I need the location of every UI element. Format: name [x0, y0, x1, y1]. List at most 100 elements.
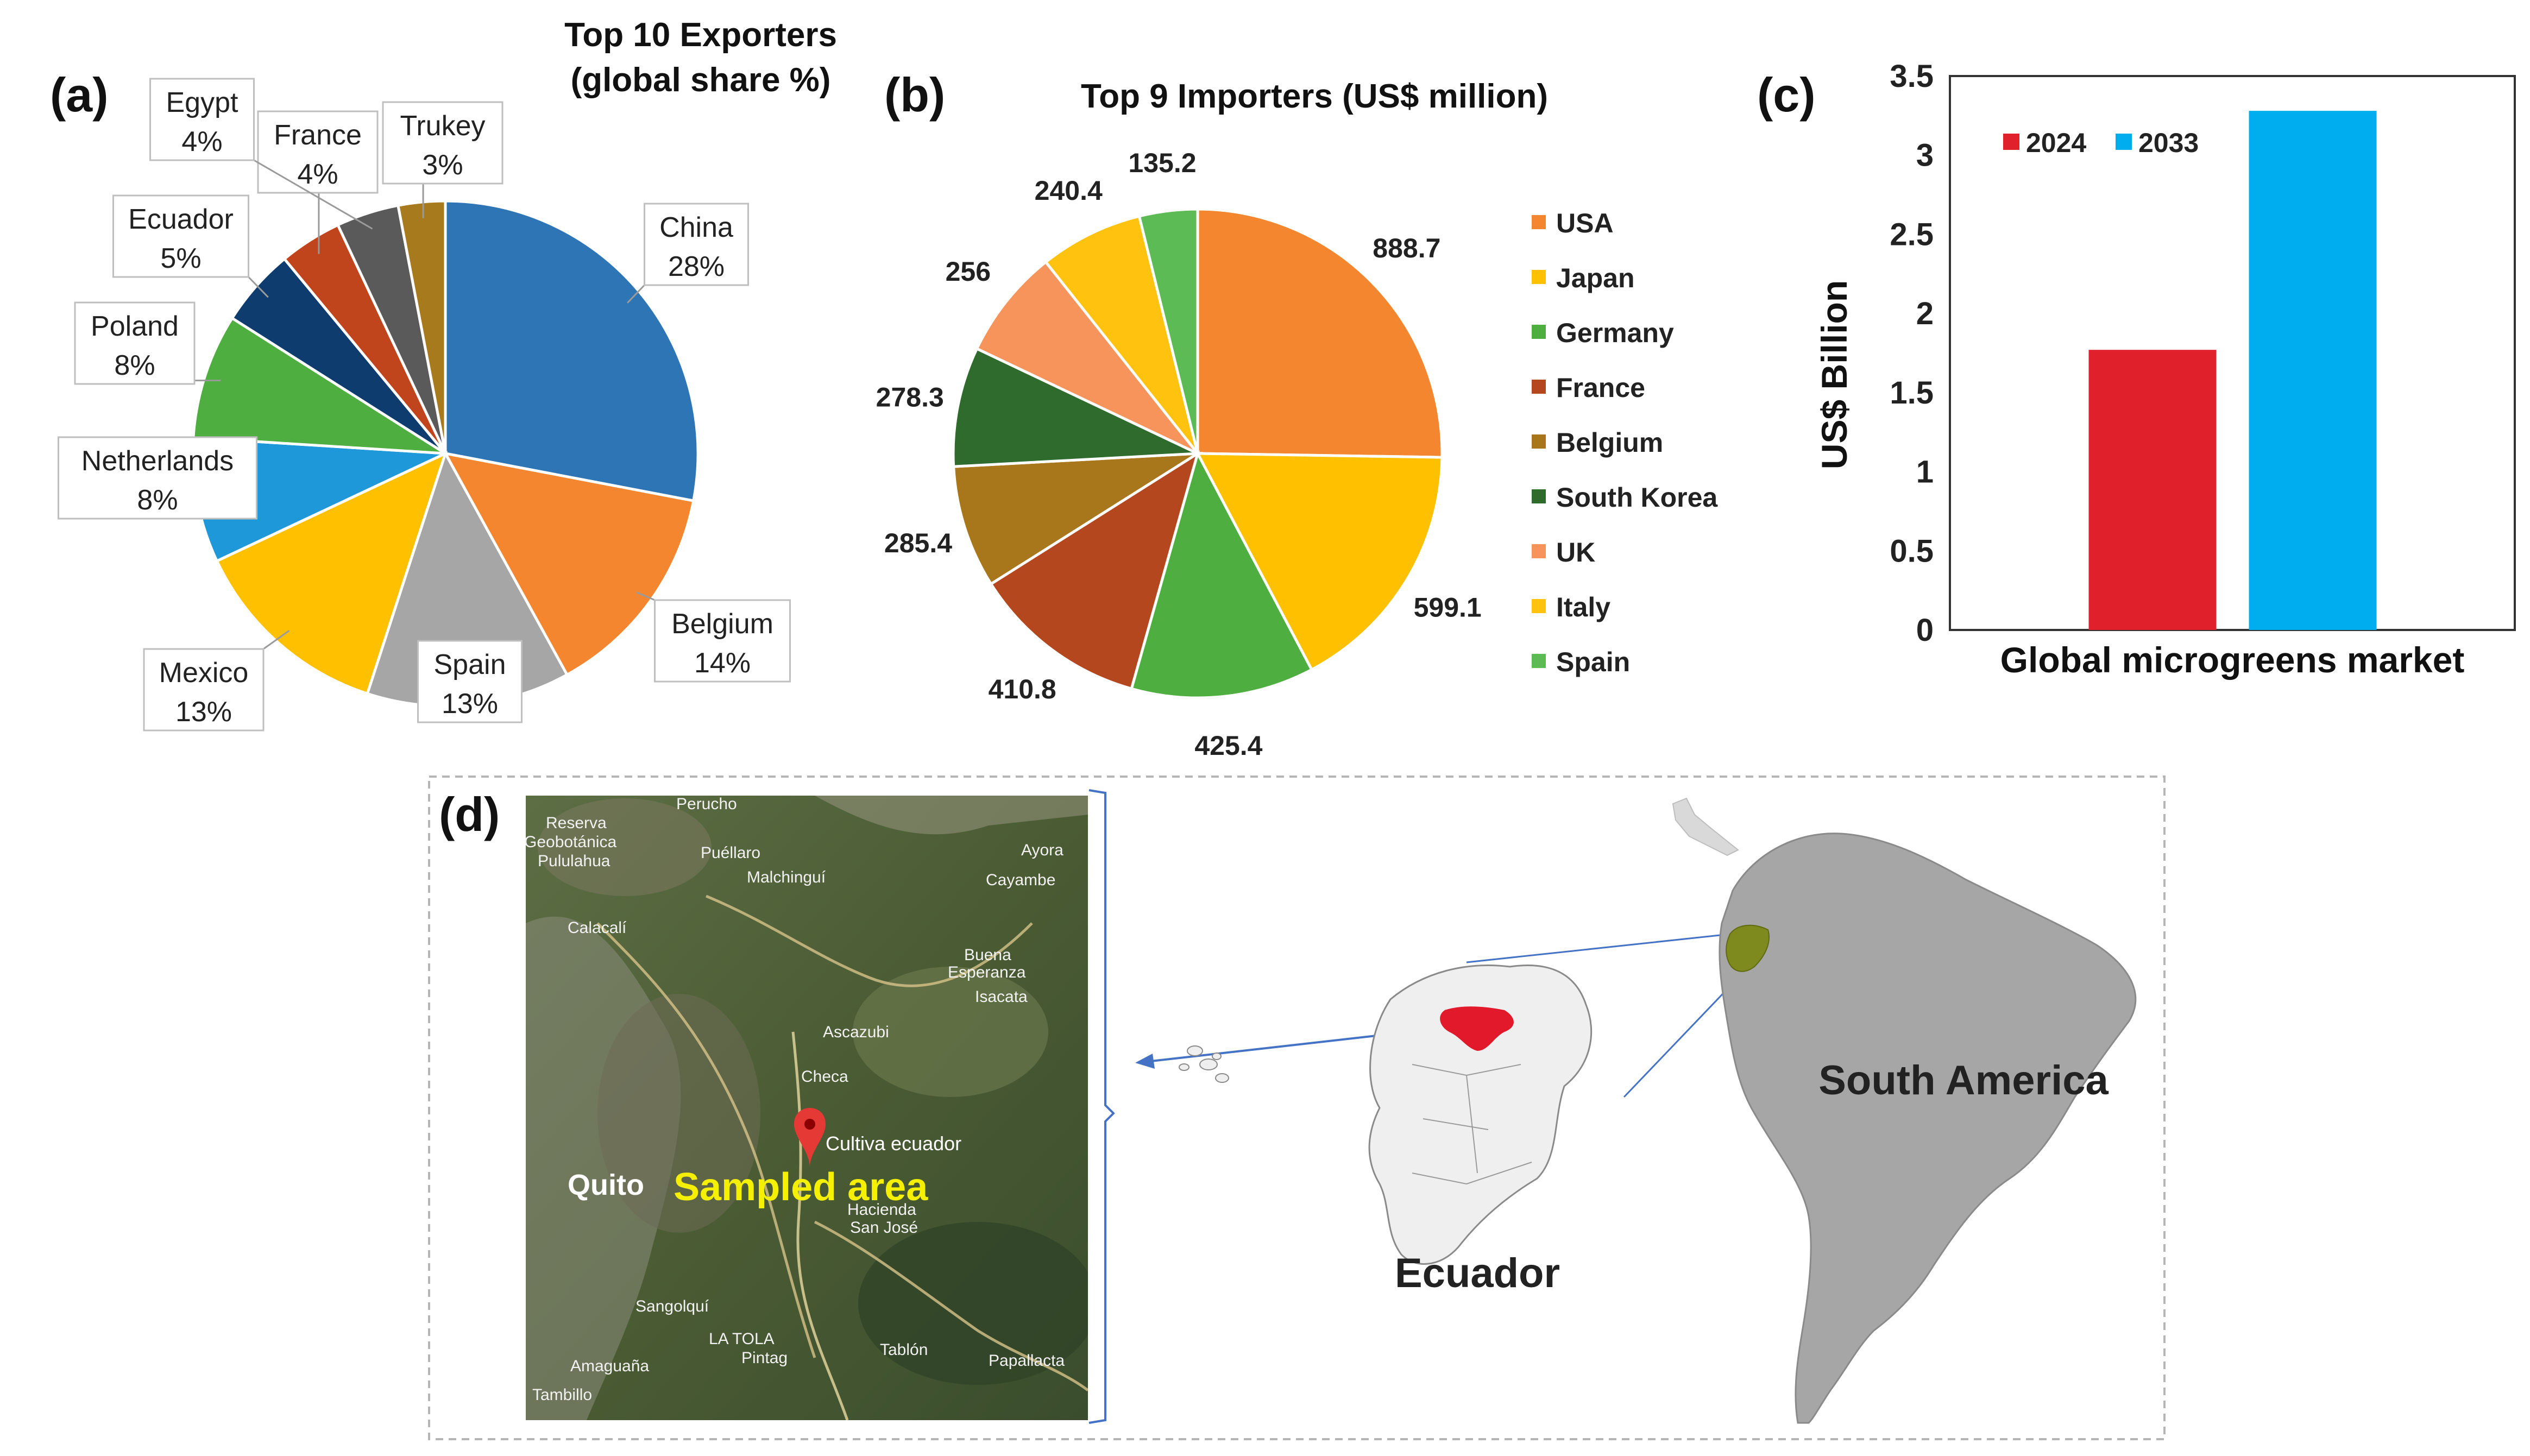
market-xlabel: Global microgreens market	[2000, 640, 2465, 680]
map-place-esperanza: Esperanza	[948, 963, 1026, 981]
pie-slice-uk	[975, 260, 1199, 455]
location-pin-icon	[794, 1108, 826, 1168]
pie-slice-usa	[1196, 207, 1444, 459]
callout-name-spain: Spain	[434, 649, 506, 680]
legend-swatch-uk	[1532, 544, 1546, 558]
importers-legend: USA Japan Germany France Belgium South Korea U…	[1532, 208, 1718, 677]
legend-label-spain: Spain	[1556, 647, 1630, 677]
map-place-buena: Buena	[964, 946, 1011, 964]
value-label-spain: 135.2	[1128, 148, 1196, 178]
callout-value-spain: 13%	[442, 688, 498, 720]
map-label-sampled-area: Sampled area	[674, 1165, 928, 1209]
callout-name-egypt: Egypt	[166, 87, 239, 118]
map-label-quito: Quito	[568, 1169, 644, 1201]
callout-leader-egypt	[253, 159, 373, 230]
ecuador-map: Ecuador	[1179, 965, 1593, 1296]
callout-name-china: China	[659, 212, 733, 243]
legend-label-belgium: Belgium	[1556, 427, 1663, 458]
arrow-head-icon	[1135, 1054, 1155, 1069]
market-ylabel: US$ Billion	[1814, 280, 1854, 469]
market-bar-chart: 0 0.5 1 1.5 2 2.5 3 3.5 2024 2033	[1890, 59, 2516, 648]
panel-letter-c: (c)	[1757, 68, 1816, 122]
legend-swatch-france	[1532, 380, 1546, 394]
callout-name-belgium: Belgium	[671, 608, 773, 640]
pie-slice-mexico	[215, 451, 448, 696]
map-place-la-tola: LA TOLA	[709, 1330, 775, 1348]
callout-box-china	[644, 203, 749, 286]
callout-value-belgium: 14%	[694, 647, 751, 679]
callout-box-mexico	[143, 648, 265, 732]
callout-box-netherlands	[58, 436, 257, 520]
map-place-puellaro: Puéllaro	[701, 844, 760, 862]
callout-name-ecuador: Ecuador	[128, 204, 234, 235]
legend-label-uk: UK	[1556, 537, 1595, 568]
map-place-geobotanica: Geobotánica	[524, 833, 616, 851]
exporters-pie	[191, 199, 700, 708]
galapagos-islands	[1179, 1045, 1229, 1083]
south-america-map: South America	[1672, 797, 2137, 1424]
legend-swatch-2033	[2116, 134, 2132, 150]
y-tick-label: 2.5	[1890, 217, 1934, 252]
callout-value-mexico: 13%	[175, 696, 232, 728]
importers-title: Top 9 Importers (US$ million)	[1081, 78, 1548, 115]
y-tick-label: 2	[1916, 296, 1934, 331]
legend-swatch-south-korea	[1532, 489, 1546, 503]
y-tick-label: 0	[1916, 613, 1934, 648]
callout-box-trukey	[382, 101, 504, 185]
callout-name-netherlands: Netherlands	[81, 445, 234, 477]
callout-value-trukey: 3%	[422, 149, 463, 181]
map-place-papallacta: Papallacta	[989, 1352, 1065, 1370]
map-place-cayambe: Cayambe	[986, 871, 1055, 889]
panel-letter-b: (b)	[884, 68, 945, 122]
map-place-pululahua: Pululahua	[538, 852, 611, 870]
exporters-title-line1: Top 10 Exporters	[564, 16, 837, 54]
callout-value-egypt: 4%	[181, 126, 222, 157]
bar-2024	[2088, 350, 2217, 630]
pie-slice-ecuador	[230, 257, 446, 455]
value-label-usa: 888.7	[1373, 233, 1440, 263]
map-place-sangolqui: Sangolquí	[635, 1297, 709, 1315]
callout-name-mexico: Mexico	[159, 657, 249, 689]
south-america-label: South America	[1818, 1057, 2109, 1104]
legend-label-italy: Italy	[1556, 592, 1610, 622]
callout-value-ecuador: 5%	[160, 243, 201, 274]
callout-name-trukey: Trukey	[400, 110, 486, 142]
pie-slice-belgium	[443, 451, 695, 677]
y-tick-label: 1	[1916, 455, 1934, 490]
callout-leader-belgium	[636, 591, 656, 601]
map-place-checa: Checa	[801, 1068, 848, 1086]
exporters-title-line2: (global share %)	[571, 61, 831, 99]
ecuador-highlight-region	[1440, 1006, 1514, 1051]
legend-swatch-spain	[1532, 654, 1546, 668]
legend-label-usa: USA	[1556, 208, 1614, 238]
pie-slice-germany	[1130, 450, 1314, 699]
callout-box-poland	[74, 301, 196, 385]
legend-swatch-2024	[2003, 134, 2019, 150]
y-tick-label: 1.5	[1890, 375, 1934, 411]
callout-name-france: France	[274, 119, 362, 151]
exporters-callouts: China 28% Belgium 14% Spain 13% Mexico 13% Nethe…	[58, 78, 791, 732]
value-label-south-korea: 278.3	[876, 382, 944, 413]
map-place-ascazubi: Ascazubi	[823, 1023, 889, 1041]
legend-swatch-usa	[1532, 215, 1546, 229]
callout-leader-ecuador	[248, 276, 269, 298]
map-place-hacienda: Hacienda	[847, 1201, 916, 1219]
map-place-isacata: Isacata	[975, 988, 1028, 1006]
importers-value-labels: 888.7 599.1 425.4 410.8 285.4 278.3 256 240.4 13…	[876, 148, 1482, 761]
callout-box-belgium	[654, 599, 791, 683]
map-place-tablon: Tablón	[880, 1341, 928, 1359]
callout-leader-mexico	[263, 630, 290, 650]
map-place-san-jose: San José	[850, 1219, 918, 1237]
pie-slice-belgium	[952, 451, 1203, 586]
ecuador-label: Ecuador	[1395, 1250, 1560, 1296]
value-label-belgium: 285.4	[884, 528, 952, 558]
pie-slice-china	[444, 199, 700, 503]
pie-slice-trukey	[396, 199, 447, 454]
y-tick-label: 3	[1916, 138, 1934, 173]
value-label-uk: 256	[946, 256, 991, 287]
callout-value-poland: 8%	[114, 350, 155, 381]
pie-slice-south-korea	[952, 346, 1199, 468]
callout-box-france	[257, 110, 379, 194]
panel-letter-a: (a)	[50, 68, 109, 122]
legend-swatch-belgium	[1532, 434, 1546, 449]
